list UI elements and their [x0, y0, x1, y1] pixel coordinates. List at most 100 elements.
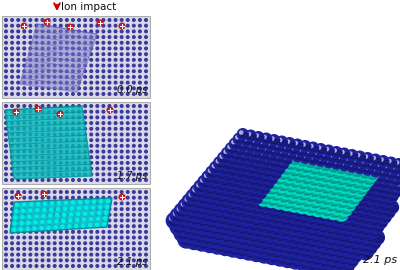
Circle shape	[35, 144, 38, 147]
Circle shape	[145, 253, 147, 256]
Circle shape	[132, 105, 135, 107]
Circle shape	[41, 214, 44, 216]
Circle shape	[197, 183, 201, 187]
Ellipse shape	[325, 160, 334, 166]
Circle shape	[349, 239, 354, 244]
Circle shape	[108, 93, 111, 95]
Circle shape	[255, 210, 260, 215]
Circle shape	[35, 156, 38, 158]
Circle shape	[314, 183, 318, 187]
Circle shape	[114, 64, 117, 67]
Ellipse shape	[337, 267, 351, 270]
Ellipse shape	[220, 190, 232, 196]
Circle shape	[322, 242, 338, 259]
Circle shape	[314, 238, 318, 243]
Ellipse shape	[392, 179, 400, 184]
Circle shape	[23, 93, 26, 95]
Circle shape	[120, 110, 123, 113]
Circle shape	[5, 127, 7, 130]
Ellipse shape	[263, 215, 275, 221]
Circle shape	[186, 211, 202, 227]
Circle shape	[225, 218, 241, 234]
Ellipse shape	[228, 202, 240, 209]
Ellipse shape	[368, 229, 380, 236]
Circle shape	[368, 172, 372, 176]
Circle shape	[72, 242, 74, 245]
Circle shape	[276, 190, 290, 204]
Circle shape	[78, 214, 80, 216]
Circle shape	[244, 225, 248, 229]
Circle shape	[47, 105, 50, 107]
Circle shape	[310, 246, 327, 262]
Circle shape	[66, 110, 68, 113]
Circle shape	[29, 139, 32, 141]
Circle shape	[350, 188, 363, 201]
Circle shape	[333, 225, 338, 230]
Ellipse shape	[302, 200, 313, 206]
Circle shape	[228, 178, 232, 182]
Ellipse shape	[326, 249, 338, 256]
Circle shape	[294, 207, 298, 211]
Circle shape	[329, 208, 334, 212]
Circle shape	[368, 216, 373, 220]
Circle shape	[108, 162, 111, 164]
Circle shape	[205, 239, 210, 244]
Circle shape	[120, 105, 123, 107]
Circle shape	[41, 122, 44, 124]
Circle shape	[84, 219, 86, 222]
Circle shape	[311, 181, 324, 194]
Circle shape	[26, 227, 29, 231]
Circle shape	[198, 186, 212, 201]
Circle shape	[178, 231, 195, 248]
Circle shape	[267, 185, 271, 189]
Ellipse shape	[298, 205, 310, 211]
Circle shape	[314, 260, 319, 265]
Circle shape	[11, 202, 13, 205]
Circle shape	[145, 231, 147, 233]
Circle shape	[236, 168, 240, 172]
Circle shape	[90, 218, 93, 221]
Circle shape	[114, 70, 117, 73]
Circle shape	[72, 231, 74, 233]
Circle shape	[126, 110, 129, 113]
Ellipse shape	[271, 238, 284, 245]
Circle shape	[23, 81, 26, 84]
Circle shape	[170, 219, 187, 235]
Circle shape	[5, 70, 7, 73]
Circle shape	[35, 42, 38, 44]
Circle shape	[260, 241, 276, 258]
Circle shape	[96, 47, 99, 50]
Circle shape	[132, 253, 135, 256]
Ellipse shape	[255, 202, 267, 208]
Circle shape	[119, 23, 125, 29]
Circle shape	[72, 214, 74, 216]
Circle shape	[90, 259, 92, 262]
Ellipse shape	[228, 224, 241, 231]
Circle shape	[384, 175, 387, 178]
Circle shape	[119, 194, 125, 200]
Circle shape	[271, 191, 275, 196]
Circle shape	[280, 207, 294, 222]
Circle shape	[304, 158, 315, 170]
Circle shape	[177, 206, 182, 211]
Circle shape	[330, 201, 344, 215]
Circle shape	[35, 30, 38, 33]
Circle shape	[78, 53, 80, 55]
Circle shape	[139, 64, 141, 67]
Circle shape	[294, 251, 299, 256]
Circle shape	[23, 144, 26, 147]
Circle shape	[35, 179, 38, 181]
Ellipse shape	[376, 198, 386, 204]
Circle shape	[41, 105, 44, 107]
Ellipse shape	[294, 187, 305, 193]
Ellipse shape	[364, 223, 376, 230]
Circle shape	[96, 105, 99, 107]
Circle shape	[145, 162, 147, 164]
Circle shape	[72, 236, 74, 239]
Ellipse shape	[271, 183, 282, 189]
Circle shape	[102, 47, 105, 50]
Circle shape	[362, 174, 374, 187]
Circle shape	[298, 224, 303, 229]
Circle shape	[23, 242, 26, 245]
Circle shape	[322, 152, 325, 156]
